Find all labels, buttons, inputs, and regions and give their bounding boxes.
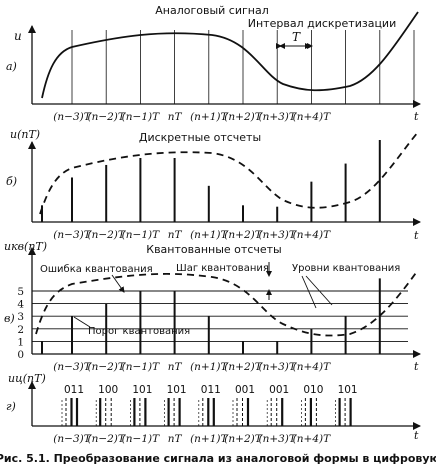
panel-b-tick-label: (n+2)T — [224, 229, 262, 241]
panel-c-level-label: 1 — [17, 336, 24, 348]
panel-c-levels-label: Уровни квантования — [292, 263, 400, 274]
panel-b-tick-label: (n−2)T — [87, 229, 125, 241]
panel-a-sample-lines — [71, 30, 415, 104]
panel-c-error-label: Ошибка квантования — [40, 264, 153, 275]
panel-d-tick-label: (n+2)T — [224, 433, 262, 445]
panel-c-envelope — [35, 269, 419, 337]
panel-a-xlabel: t — [414, 110, 419, 123]
panel-a: Аналоговый сигнал Интервал дискретизации… — [6, 4, 421, 123]
panel-d: uц(nT) t г) 011 100 101 101 011 001 001 010 101 … — [6, 372, 421, 445]
panel-c-levels-pointer-1 — [301, 275, 317, 309]
panel-d-code-label: 100 — [98, 384, 118, 396]
panel-d-code-label: 011 — [201, 384, 221, 396]
panel-d-code-label: 001 — [235, 384, 255, 396]
panel-c-xlabel: t — [414, 360, 419, 373]
panel-c-level-label: 3 — [17, 311, 24, 323]
panel-a-tick-label: nT — [168, 111, 183, 123]
panel-c-tick-label: (n−1)T — [122, 361, 160, 373]
panel-d-xlabel: t — [414, 429, 419, 442]
panel-c-ylabel: uкв(nT) — [4, 240, 47, 253]
panel-c-tick-labels: (n−3)T(n−2)T(n−1)T nT (n+1)T(n+2)T(n+3)T(n… — [53, 361, 331, 373]
panel-d-code-label: 001 — [269, 384, 289, 396]
panel-c-title: Квантованные отсчеты — [146, 243, 281, 256]
panel-d-code-label: 101 — [338, 384, 358, 396]
panel-c-tick-label: (n+4)T — [293, 361, 331, 373]
panel-d-tick-label: (n+1)T — [190, 433, 228, 445]
panel-c-level-label: 0 — [17, 349, 24, 361]
panel-c-tick-label: (n−3)T — [53, 361, 91, 373]
panel-b-tick-label: (n−3)T — [53, 229, 91, 241]
panel-c-tick-label: (n−2)T — [87, 361, 125, 373]
panel-d-code-label: 011 — [64, 384, 84, 396]
panel-d-code-labels: 011 100 101 101 011 001 001 010 101 — [64, 384, 358, 396]
panel-c-levels-pointer-2 — [305, 275, 333, 306]
panel-b-tick-label: (n+3)T — [258, 229, 296, 241]
panel-c-sample-lines — [41, 278, 381, 354]
panel-b-tick-label: nT — [168, 229, 183, 241]
panel-c-tick-label: nT — [168, 361, 183, 373]
panel-d-tick-label: nT — [168, 433, 183, 445]
panel-a-tick-labels: (n−3)T(n−2)T(n−1)T nT (n+1)T(n+2)T(n+3)T(n… — [53, 111, 331, 123]
panel-c-letter: в) — [4, 312, 15, 325]
panel-b-ylabel: u(nT) — [10, 128, 40, 141]
panel-a-letter: а) — [6, 60, 17, 73]
panel-b-title: Дискретные отсчеты — [139, 131, 261, 144]
panel-b-xlabel: t — [414, 229, 419, 242]
panel-a-analog-curve — [41, 11, 419, 99]
panel-d-tick-label: (n−3)T — [53, 433, 91, 445]
panel-b-sample-lines — [41, 140, 381, 222]
panel-d-code-pulses — [61, 398, 352, 426]
panel-a-tick-label: (n−1)T — [122, 111, 160, 123]
panel-d-tick-label: (n−2)T — [87, 433, 125, 445]
panel-b-tick-label: (n+4)T — [293, 229, 331, 241]
panel-b-tick-label: (n−1)T — [122, 229, 160, 241]
panel-d-tick-label: (n+3)T — [258, 433, 296, 445]
panel-c-level-label: 2 — [17, 324, 24, 336]
panel-b: Дискретные отсчеты u(nT) t б) (n−3)T(n−2… — [6, 128, 421, 242]
panel-a-title: Аналоговый сигнал — [155, 4, 268, 17]
panel-d-code-label: 010 — [303, 384, 323, 396]
panel-a-tick-label: (n+3)T — [258, 111, 296, 123]
panel-c: Квантованные отсчеты uкв(nT) t в) 012345… — [4, 240, 421, 373]
panel-c-level-label: 5 — [17, 286, 24, 298]
panel-d-ylabel: uц(nT) — [8, 372, 46, 385]
panel-a-tick-label: (n+2)T — [224, 111, 262, 123]
panel-d-tick-label: (n+4)T — [293, 433, 331, 445]
panel-d-letter: г) — [6, 400, 16, 413]
panel-c-tick-label: (n+2)T — [224, 361, 262, 373]
panel-c-level-label: 4 — [17, 299, 24, 311]
panel-a-interval-label: Интервал дискретизации — [248, 17, 396, 30]
panel-a-ylabel: u — [14, 29, 22, 43]
panel-d-code-label: 101 — [167, 384, 187, 396]
panel-c-tick-label: (n+1)T — [190, 361, 228, 373]
panel-b-tick-label: (n+1)T — [190, 229, 228, 241]
panel-b-letter: б) — [6, 175, 17, 188]
panel-c-tick-label: (n+3)T — [258, 361, 296, 373]
panel-d-code-label: 101 — [132, 384, 152, 396]
figure-caption: Рис. 5.1. Преобразование сигнала из анал… — [0, 452, 436, 465]
panel-d-tick-label: (n−1)T — [122, 433, 160, 445]
panel-a-period-label: T — [292, 30, 301, 44]
panel-a-tick-label: (n+4)T — [293, 111, 331, 123]
panel-a-tick-label: (n−2)T — [87, 111, 125, 123]
panel-b-tick-labels: (n−3)T(n−2)T(n−1)T nT (n+1)T(n+2)T(n+3)T(n… — [53, 229, 331, 241]
panel-c-error-pointer — [111, 274, 125, 293]
panel-d-tick-labels: (n−3)T(n−2)T(n−1)T nT (n+1)T(n+2)T(n+3)T(n… — [53, 433, 331, 445]
panel-c-step-label: Шаг квантования — [176, 263, 269, 274]
panel-c-threshold-label: Порог квантования — [88, 326, 190, 337]
panel-a-tick-label: (n−3)T — [53, 111, 91, 123]
panel-b-envelope — [39, 131, 419, 215]
panel-a-tick-label: (n+1)T — [190, 111, 228, 123]
panel-c-threshold-pointer — [73, 316, 91, 328]
